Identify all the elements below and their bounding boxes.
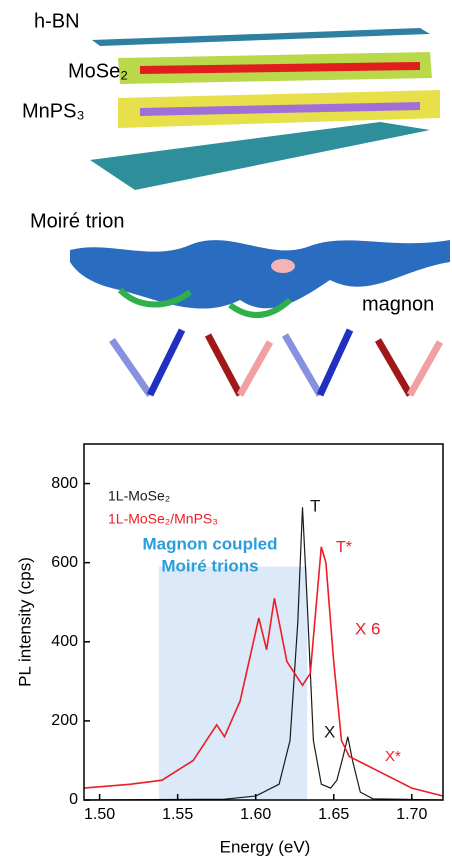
annotation: T* <box>336 539 352 556</box>
magnon-arrows <box>112 330 440 395</box>
x-tick-label: 1.60 <box>240 806 271 823</box>
label-mose2: MoSe₂ <box>68 60 128 82</box>
annotation: Magnon coupled <box>142 534 277 553</box>
label-moire-trion: Moiré trion <box>30 210 124 232</box>
figure: h-BN MoSe₂ MnPS₃ Moiré trion magnon 1.50… <box>0 0 452 863</box>
annotation: X 6 <box>355 619 381 638</box>
x-tick-label: 1.50 <box>84 806 115 823</box>
hbn-top-layer <box>92 28 430 46</box>
x-tick-label: 1.65 <box>318 806 349 823</box>
label-magnon: magnon <box>362 293 434 315</box>
highlight-region <box>159 567 307 800</box>
y-tick-label: 200 <box>51 712 78 729</box>
hbn-bottom-layer <box>90 122 430 190</box>
annotation: Moiré trions <box>161 556 258 575</box>
legend-entry: 1L-MoSe₂/MnPS₃ <box>108 511 218 527</box>
page: {"illustration": {"labels": ["h-BN", "Mo… <box>0 0 452 863</box>
label-mnps3: MnPS₃ <box>22 100 85 122</box>
y-tick-label: 0 <box>69 791 78 808</box>
annotation: X <box>324 722 335 741</box>
annotation: X* <box>385 748 401 765</box>
x-axis-label: Energy (eV) <box>220 837 311 856</box>
y-tick-label: 600 <box>51 554 78 571</box>
trion <box>271 259 295 273</box>
legend-entry: 1L-MoSe₂ <box>108 488 170 504</box>
label-hbn: h-BN <box>34 10 80 32</box>
y-axis-label: PL intensity (cps) <box>15 557 34 687</box>
annotation: T <box>310 496 320 515</box>
y-tick-label: 800 <box>51 475 78 492</box>
y-tick-label: 400 <box>51 633 78 650</box>
x-tick-label: 1.55 <box>162 806 193 823</box>
x-tick-label: 1.70 <box>396 806 427 823</box>
